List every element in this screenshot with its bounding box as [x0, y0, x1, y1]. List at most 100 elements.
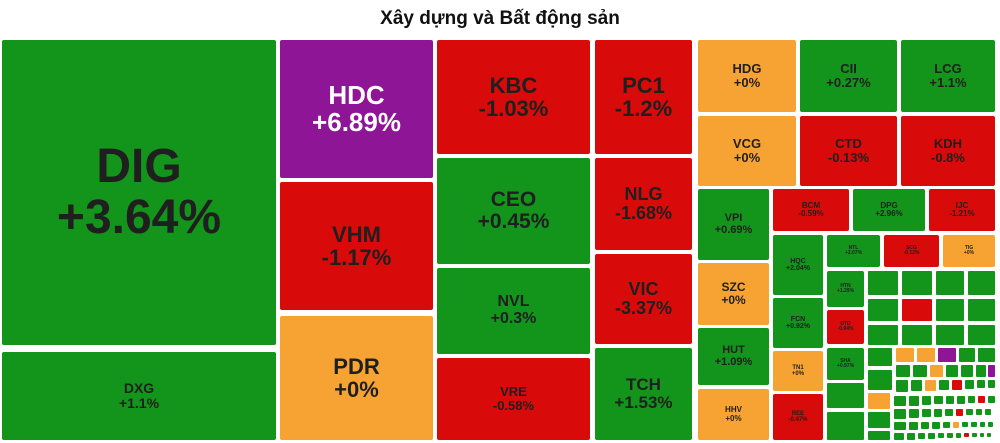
tile-small[interactable] — [956, 409, 963, 416]
tile-small[interactable] — [957, 396, 965, 404]
tile-small[interactable] — [827, 412, 864, 440]
tile-small[interactable] — [909, 422, 918, 430]
tile-ceo[interactable]: CEO +0.45% — [437, 158, 590, 264]
tile-small[interactable] — [868, 431, 890, 440]
tile-tig[interactable]: TIG +0% — [943, 235, 995, 267]
tile-small[interactable] — [968, 325, 995, 345]
tile-small[interactable] — [956, 433, 961, 438]
tile-nlg[interactable]: NLG -1.68% — [595, 158, 692, 250]
tile-small[interactable] — [911, 380, 922, 391]
tile-small[interactable] — [947, 433, 953, 438]
tile-small[interactable] — [936, 325, 964, 345]
tile-small[interactable] — [936, 271, 964, 295]
tile-small[interactable] — [964, 433, 969, 437]
tile-pc1[interactable]: PC1 -1.2% — [595, 40, 692, 154]
tile-small[interactable] — [946, 365, 958, 377]
tile-small[interactable] — [932, 422, 940, 429]
tile-htn[interactable]: HTN +1.29% — [827, 271, 864, 307]
tile-small[interactable] — [868, 393, 890, 409]
tile-small[interactable] — [976, 409, 982, 415]
tile-small[interactable] — [953, 422, 959, 428]
tile-small[interactable] — [968, 271, 995, 295]
tile-ree[interactable]: REE -0.47% — [773, 394, 823, 440]
tile-sha[interactable]: SHA +0.97% — [827, 348, 864, 380]
tile-fcn[interactable]: FCN +0.92% — [773, 298, 823, 348]
tile-tch[interactable]: TCH +1.53% — [595, 348, 692, 440]
tile-small[interactable] — [988, 422, 993, 427]
tile-small[interactable] — [966, 409, 973, 415]
tile-hhv[interactable]: HHV +0% — [698, 389, 769, 440]
tile-small[interactable] — [894, 433, 904, 440]
tile-vic[interactable]: VIC -3.37% — [595, 254, 692, 344]
tile-ijc[interactable]: IJC -1.21% — [929, 189, 995, 231]
tile-dig[interactable]: DIG +3.64% — [2, 40, 276, 345]
tile-small[interactable] — [980, 433, 984, 437]
tile-small[interactable] — [938, 433, 944, 438]
tile-small[interactable] — [902, 271, 932, 295]
tile-bcm[interactable]: BCM -0.59% — [773, 189, 849, 231]
tile-small[interactable] — [894, 396, 906, 406]
tile-small[interactable] — [976, 365, 986, 377]
tile-small[interactable] — [902, 299, 932, 321]
tile-dtd[interactable]: DTD -0.94% — [827, 310, 864, 344]
tile-small[interactable] — [922, 396, 931, 405]
tile-nvl[interactable]: NVL +0.3% — [437, 268, 590, 354]
tile-vcg[interactable]: VCG +0% — [698, 116, 796, 186]
tile-tn1[interactable]: TN1 +0% — [773, 351, 823, 391]
tile-small[interactable] — [987, 433, 991, 437]
tile-hut[interactable]: HUT +1.09% — [698, 328, 769, 385]
tile-small[interactable] — [896, 365, 910, 377]
tile-small[interactable] — [968, 299, 995, 321]
tile-small[interactable] — [907, 433, 915, 440]
tile-ntl[interactable]: NTL +2.07% — [827, 235, 880, 267]
tile-small[interactable] — [896, 380, 908, 392]
tile-small[interactable] — [980, 422, 985, 427]
tile-small[interactable] — [978, 348, 995, 362]
tile-scg[interactable]: SCG -0.12% — [884, 235, 939, 267]
tile-small[interactable] — [894, 409, 906, 419]
tile-small[interactable] — [868, 412, 890, 428]
tile-small[interactable] — [921, 422, 929, 429]
tile-small[interactable] — [868, 271, 898, 295]
tile-cii[interactable]: CII +0.27% — [800, 40, 897, 112]
tile-hdc[interactable]: HDC +6.89% — [280, 40, 433, 178]
tile-small[interactable] — [868, 370, 892, 390]
tile-small[interactable] — [934, 396, 943, 404]
tile-small[interactable] — [946, 396, 954, 404]
tile-vhm[interactable]: VHM -1.17% — [280, 182, 433, 310]
tile-small[interactable] — [868, 325, 898, 345]
tile-dpg[interactable]: DPG +2.96% — [853, 189, 925, 231]
tile-small[interactable] — [988, 396, 995, 403]
tile-small[interactable] — [945, 409, 953, 416]
tile-small[interactable] — [972, 433, 977, 437]
tile-small[interactable] — [909, 409, 919, 418]
tile-dxg[interactable]: DXG +1.1% — [2, 352, 276, 440]
tile-small[interactable] — [827, 383, 864, 408]
tile-szc[interactable]: SZC +0% — [698, 263, 769, 325]
tile-small[interactable] — [938, 348, 956, 362]
tile-small[interactable] — [868, 348, 892, 366]
tile-small[interactable] — [894, 422, 906, 430]
tile-small[interactable] — [902, 325, 932, 345]
tile-small[interactable] — [978, 396, 985, 403]
tile-small[interactable] — [988, 365, 995, 377]
tile-small[interactable] — [925, 380, 936, 391]
tile-small[interactable] — [959, 348, 975, 362]
tile-kdh[interactable]: KDH -0.8% — [901, 116, 995, 186]
tile-small[interactable] — [962, 422, 968, 427]
tile-small[interactable] — [985, 409, 991, 415]
tile-small[interactable] — [961, 365, 973, 377]
tile-small[interactable] — [939, 380, 949, 390]
tile-small[interactable] — [930, 365, 943, 377]
tile-small[interactable] — [934, 409, 942, 417]
tile-small[interactable] — [977, 380, 985, 388]
tile-small[interactable] — [936, 299, 964, 321]
tile-small[interactable] — [943, 422, 950, 428]
tile-small[interactable] — [988, 380, 995, 388]
tile-small[interactable] — [868, 299, 898, 321]
tile-small[interactable] — [968, 396, 975, 403]
tile-kbc[interactable]: KBC -1.03% — [437, 40, 590, 154]
tile-small[interactable] — [896, 348, 914, 362]
tile-vre[interactable]: VRE -0.58% — [437, 358, 590, 440]
tile-vpi[interactable]: VPI +0.69% — [698, 189, 769, 260]
